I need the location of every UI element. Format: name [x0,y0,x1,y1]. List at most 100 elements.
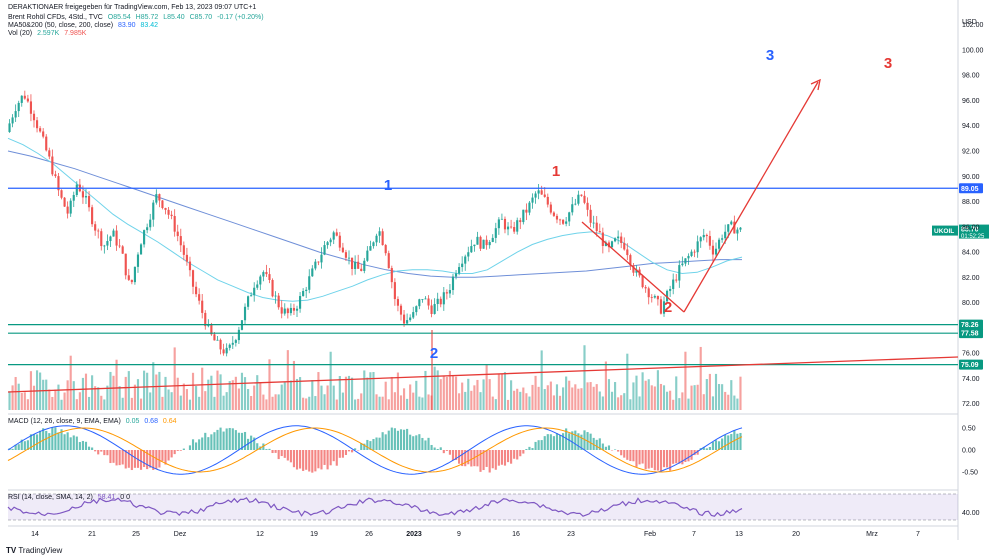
macd-histogram-bar [433,447,436,450]
macd-histogram-bar [693,450,696,456]
volume-bar [305,398,308,410]
volume-bar [491,396,494,410]
volume-legend[interactable]: Vol (20) 2.597K 7.985K [8,30,89,38]
volume-bar [335,399,338,410]
macd-histogram-bar [100,450,103,452]
candle-body [323,245,326,255]
level-tag-label: 75.09 [961,362,979,369]
candle-body [164,208,167,210]
candle-body [357,261,360,269]
volume-bar [607,379,611,410]
macd-histogram-bar [57,432,60,450]
macd-histogram-bar [360,443,363,450]
volume-bar [562,387,565,410]
volume-bar [109,371,112,410]
candle-body [54,174,57,177]
candle-body [406,320,409,324]
volume-bar [54,389,57,410]
macd-histogram-bar [299,450,302,469]
macd-histogram-bar [191,439,195,450]
volume-bar [601,396,604,410]
macd-histogram-bar [727,435,730,450]
volume-bar [170,392,173,410]
candle-body [341,247,344,253]
macd-histogram-bar [644,450,647,470]
volume-bar [8,391,11,410]
volume-bar [610,391,614,410]
volume-bar [458,393,461,410]
macd-histogram-bar [292,450,296,468]
volume-bar [699,346,702,410]
macd-histogram-bar [14,444,17,450]
candle-body [14,111,17,118]
volume-bar [406,398,409,410]
candle-body [354,261,357,269]
trend-drawings [7,78,959,410]
macd-histogram-bar [574,430,577,450]
volume-bar [525,393,528,410]
volume-bar [467,378,470,410]
candle-body [595,222,598,232]
macd-histogram-bar [406,428,409,450]
macd-histogram-bar [366,439,369,450]
macd-histogram-bar [231,428,234,450]
volume-bar [198,396,201,410]
volume-bar [228,381,231,410]
macd-histogram-bar [225,428,228,450]
macd-histogram-bar [390,427,393,450]
candle-body [158,194,161,201]
volume-bar [17,383,20,410]
volume-bar [638,396,641,410]
volume-bar [681,392,684,410]
volume-bar [182,383,185,410]
volume-bar [421,397,424,410]
volume-bar [188,399,192,410]
macd-histogram-bar [51,427,54,450]
volume-bar [195,386,198,410]
volume-bar [72,381,75,410]
macd-histogram-bar [620,450,623,456]
countdown-label: 01:52:25 [961,234,985,240]
level-tag-label: 89.05 [961,186,979,193]
volume-bar [687,398,690,410]
candle-body [259,276,262,285]
volume-bar [20,392,23,410]
volume-bar [546,385,549,410]
macd-legend[interactable]: MACD (12, 26, close, 9, EMA, EMA) 0.05 0… [8,418,180,426]
candle-body [506,226,510,230]
volume-bar [568,380,571,410]
macd-histogram-bar [26,440,29,450]
tradingview-logo[interactable]: TV TradingView [6,546,62,555]
macd-histogram-bar [503,450,507,466]
candle-body [72,194,75,201]
candle-body [250,295,253,297]
candle-body [127,275,130,280]
symbol-legend[interactable]: Brent Rohöl CFDs, 4Std., TVC O85.54 H85.… [8,14,267,22]
candle-body [445,292,448,294]
volume-bar [222,395,225,410]
macd-histogram-bar [711,442,715,450]
ohlc-close: C85.70 [189,14,213,21]
candle-body [412,312,415,318]
volume-bar [143,370,146,410]
macd-histogram-bar [418,434,421,450]
currency-label: USD [962,19,977,26]
price-tick-label: 80.00 [962,300,980,307]
volume-bar [583,345,586,410]
ma-legend[interactable]: MA50&200 (50, close, 200, close) 83.90 8… [8,22,161,30]
volume-bar [494,399,497,410]
macd-histogram-bar [302,450,305,471]
macd-histogram-bar [653,450,656,471]
macd-histogram-bar [647,450,650,469]
volume-bar [234,376,237,410]
macd-histogram-bar [421,437,424,450]
volume-bar [711,396,715,410]
macd-histogram-bar [63,434,66,450]
volume-bar [522,387,525,410]
candle-body [292,307,296,311]
macd-tick-label: -0.50 [962,470,978,477]
macd-histogram-bar [632,450,635,462]
candle-body [454,273,458,277]
rsi-legend[interactable]: RSI (14, close, SMA, 14, 2) 58.41 0 0 [8,494,133,502]
volume-bar [381,396,384,410]
